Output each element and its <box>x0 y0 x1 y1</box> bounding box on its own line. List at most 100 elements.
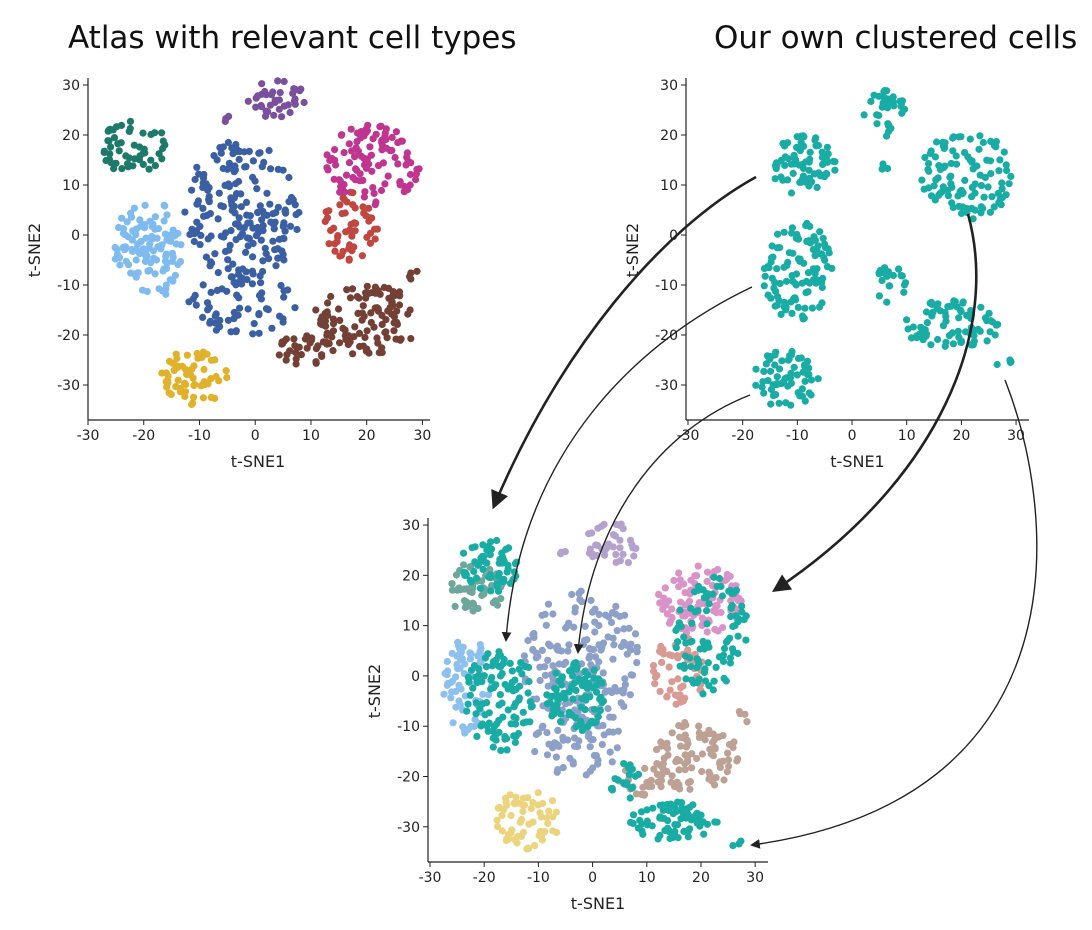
own-cluster-0-point <box>818 148 826 156</box>
merged-cluster-13-point <box>469 684 477 692</box>
merged-cluster-14-point <box>578 695 586 703</box>
atlas-cluster-3-point <box>257 236 265 244</box>
atlas-cluster-6-point <box>160 217 168 225</box>
own-cluster-1-point <box>873 111 881 119</box>
atlas-cluster-3-point <box>279 222 287 231</box>
merged-cluster-15-point <box>690 588 699 596</box>
merged-cluster-13-point <box>526 698 534 706</box>
atlas-cluster-3-point <box>235 214 243 222</box>
atlas-cluster-6-point <box>129 227 137 235</box>
own-cluster-4-point <box>803 237 811 245</box>
atlas-cluster-1-point <box>289 89 297 97</box>
atlas-cluster-3-point <box>244 242 252 250</box>
merged-cluster-8-point <box>688 764 696 772</box>
own-cluster-3-point <box>969 215 977 223</box>
merged-cluster-5-point <box>703 568 712 576</box>
atlas-cluster-11-point <box>200 365 208 374</box>
atlas-cluster-3-point <box>206 210 214 218</box>
merged-cluster-16-point <box>611 775 619 783</box>
atlas-points <box>100 77 423 409</box>
merged-cluster-17-point <box>684 810 692 818</box>
merged-y-tick-label: -10 <box>397 719 420 735</box>
merged-cluster-13-point <box>497 746 505 755</box>
merged-cluster-1-point <box>594 524 602 532</box>
own-cluster-1-point <box>890 102 898 110</box>
atlas-cluster-7-point <box>333 238 341 246</box>
merged-cluster-5-point <box>713 602 721 610</box>
atlas-x-tick-label: 20 <box>358 428 376 444</box>
own-cluster-4-point <box>821 256 829 264</box>
own-cluster-4-point <box>800 314 808 322</box>
own-cluster-3-point <box>984 183 992 191</box>
atlas-cluster-8-point <box>389 288 397 296</box>
atlas-cluster-3-point <box>221 247 230 256</box>
own-cluster-8-point <box>775 399 783 407</box>
atlas-cluster-3-point <box>270 221 278 229</box>
merged-cluster-12-point <box>498 559 506 567</box>
merged-cluster-15-point <box>729 622 737 631</box>
merged-cluster-3-point <box>609 655 617 663</box>
own-cluster-4-point <box>771 302 779 310</box>
merged-cluster-17-point <box>656 831 664 840</box>
atlas-cluster-7-point <box>360 209 368 217</box>
merged-cluster-11-point <box>520 801 529 809</box>
merged-cluster-13-point <box>524 689 532 697</box>
merged-cluster-13-point <box>464 673 472 681</box>
merged-cluster-11-point <box>502 836 510 845</box>
merged-cluster-3-point <box>633 659 641 667</box>
own-cluster-3-point <box>980 193 988 201</box>
merged-cluster-3-point <box>613 627 621 635</box>
merged-cluster-16-point <box>628 784 636 792</box>
merged-cluster-4-point <box>575 737 583 745</box>
own-cluster-6-point <box>976 327 984 335</box>
atlas-cluster-5-point <box>345 159 354 167</box>
merged-cluster-11-point <box>494 823 502 831</box>
atlas-cluster-3-point <box>214 215 222 223</box>
merged-cluster-3-point <box>578 598 586 606</box>
merged-cluster-8-point <box>676 733 684 741</box>
atlas-cluster-3-point <box>249 173 257 181</box>
merged-cluster-4-point <box>574 742 582 751</box>
merged-cluster-13-point <box>482 663 490 671</box>
atlas-cluster-3-point <box>254 208 262 216</box>
atlas-cluster-7-point <box>331 247 339 255</box>
own-cluster-6-point <box>954 327 962 335</box>
own-cluster-1-point <box>860 111 868 119</box>
atlas-cluster-9-point <box>283 351 291 359</box>
merged-cluster-12-point <box>487 545 496 553</box>
own-cluster-0-point <box>831 166 839 174</box>
atlas-cluster-1-point <box>291 95 299 103</box>
atlas-cluster-0-point <box>130 141 138 149</box>
merged-cluster-3-point <box>580 636 589 645</box>
atlas-cluster-6-point <box>174 260 182 269</box>
merged-cluster-4-point <box>552 753 561 761</box>
merged-cluster-7-point <box>671 691 680 699</box>
merged-cluster-6-point <box>454 665 462 673</box>
merged-cluster-4-point <box>553 768 561 776</box>
own-cluster-4-point <box>760 282 768 290</box>
merged-cluster-8-point <box>716 758 724 766</box>
atlas-cluster-3-point <box>205 193 213 201</box>
atlas-cluster-3-point <box>236 147 244 156</box>
atlas-cluster-3-point <box>191 175 199 184</box>
own-cluster-6-point <box>919 330 927 338</box>
atlas-cluster-11-point <box>172 383 180 391</box>
atlas-cluster-3-point <box>280 235 288 243</box>
atlas-cluster-6-point <box>151 213 159 221</box>
merged-cluster-3-point <box>602 611 610 619</box>
atlas-cluster-5-point <box>362 160 370 168</box>
atlas-cluster-3-point <box>217 202 225 210</box>
atlas-cluster-4-point <box>199 281 207 289</box>
atlas-cluster-3-point <box>224 256 232 264</box>
merged-cluster-13-point <box>526 718 534 726</box>
own-cluster-3-point <box>918 176 926 184</box>
own-cluster-3-point <box>944 192 953 200</box>
atlas-y-tick-label: -30 <box>57 378 80 394</box>
merged-cluster-3-point <box>549 679 557 687</box>
merged-cluster-8-point <box>711 744 719 752</box>
own-cluster-3-point <box>998 179 1006 187</box>
atlas-cluster-1-point <box>278 113 286 121</box>
own-y-tick-label: -10 <box>655 278 678 294</box>
merged-cluster-5-point <box>703 577 711 586</box>
atlas-cluster-6-point <box>163 211 171 219</box>
